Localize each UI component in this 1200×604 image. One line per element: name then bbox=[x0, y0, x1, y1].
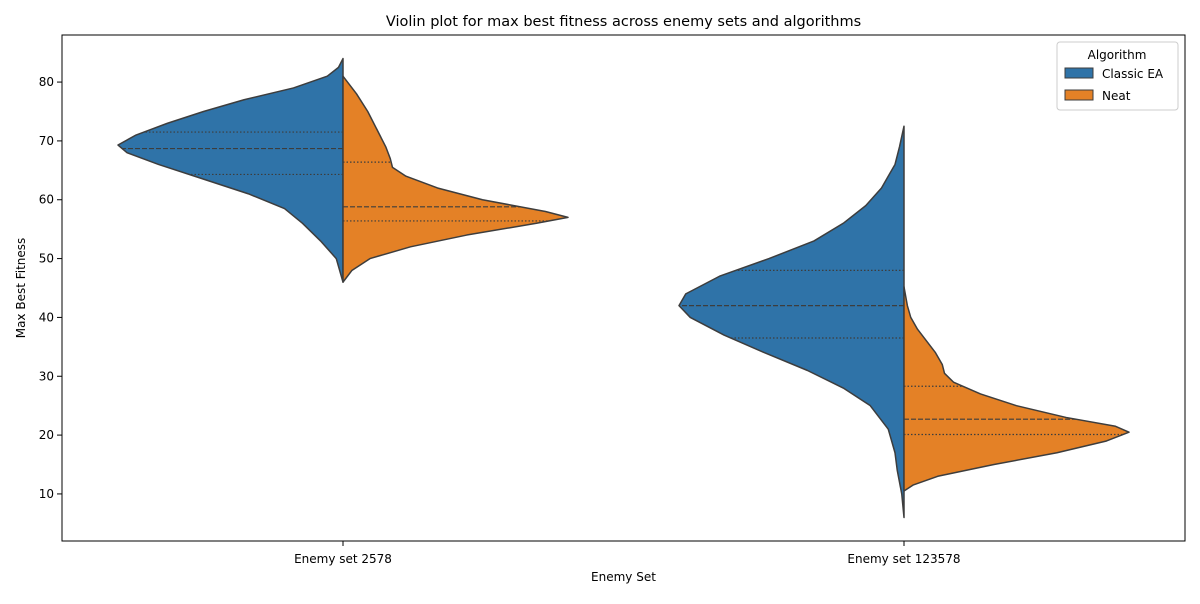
y-tick-label: 60 bbox=[39, 193, 54, 207]
x-axis: Enemy set 2578 Enemy set 123578 bbox=[294, 541, 961, 566]
legend-swatch-neat bbox=[1064, 89, 1094, 101]
x-tick-label: Enemy set 123578 bbox=[847, 552, 960, 566]
legend-label-classic-ea: Classic EA bbox=[1102, 67, 1164, 81]
y-tick-label: 70 bbox=[39, 134, 54, 148]
legend-title: Algorithm bbox=[1088, 48, 1147, 62]
violins-layer bbox=[117, 57, 1130, 519]
y-axis-label: Max Best Fitness bbox=[14, 238, 28, 339]
x-axis-label: Enemy Set bbox=[591, 570, 656, 584]
violin-classic-ea-enemy-set-123578 bbox=[678, 125, 905, 519]
plot-frame bbox=[61, 34, 1186, 542]
violin-classic-ea-enemy-set-2578 bbox=[117, 57, 344, 283]
y-tick-label: 80 bbox=[39, 75, 54, 89]
y-tick-label: 30 bbox=[39, 369, 54, 383]
legend: Algorithm Classic EA Neat bbox=[1056, 41, 1179, 111]
y-tick-label: 50 bbox=[39, 252, 54, 266]
y-tick-label: 20 bbox=[39, 428, 54, 442]
violin-neat-enemy-set-123578 bbox=[903, 286, 1130, 492]
y-tick-label: 10 bbox=[39, 487, 54, 501]
quartile-lines-layer bbox=[122, 131, 1123, 436]
legend-swatch-classic-ea bbox=[1064, 67, 1094, 79]
legend-label-neat: Neat bbox=[1102, 89, 1131, 103]
chart-title: Violin plot for max best fitness across … bbox=[386, 14, 861, 30]
x-tick-label: Enemy set 2578 bbox=[294, 552, 392, 566]
y-axis: 10 20 30 40 50 60 70 80 bbox=[39, 75, 62, 501]
violin-neat-enemy-set-2578 bbox=[342, 75, 569, 283]
y-tick-label: 40 bbox=[39, 310, 54, 324]
